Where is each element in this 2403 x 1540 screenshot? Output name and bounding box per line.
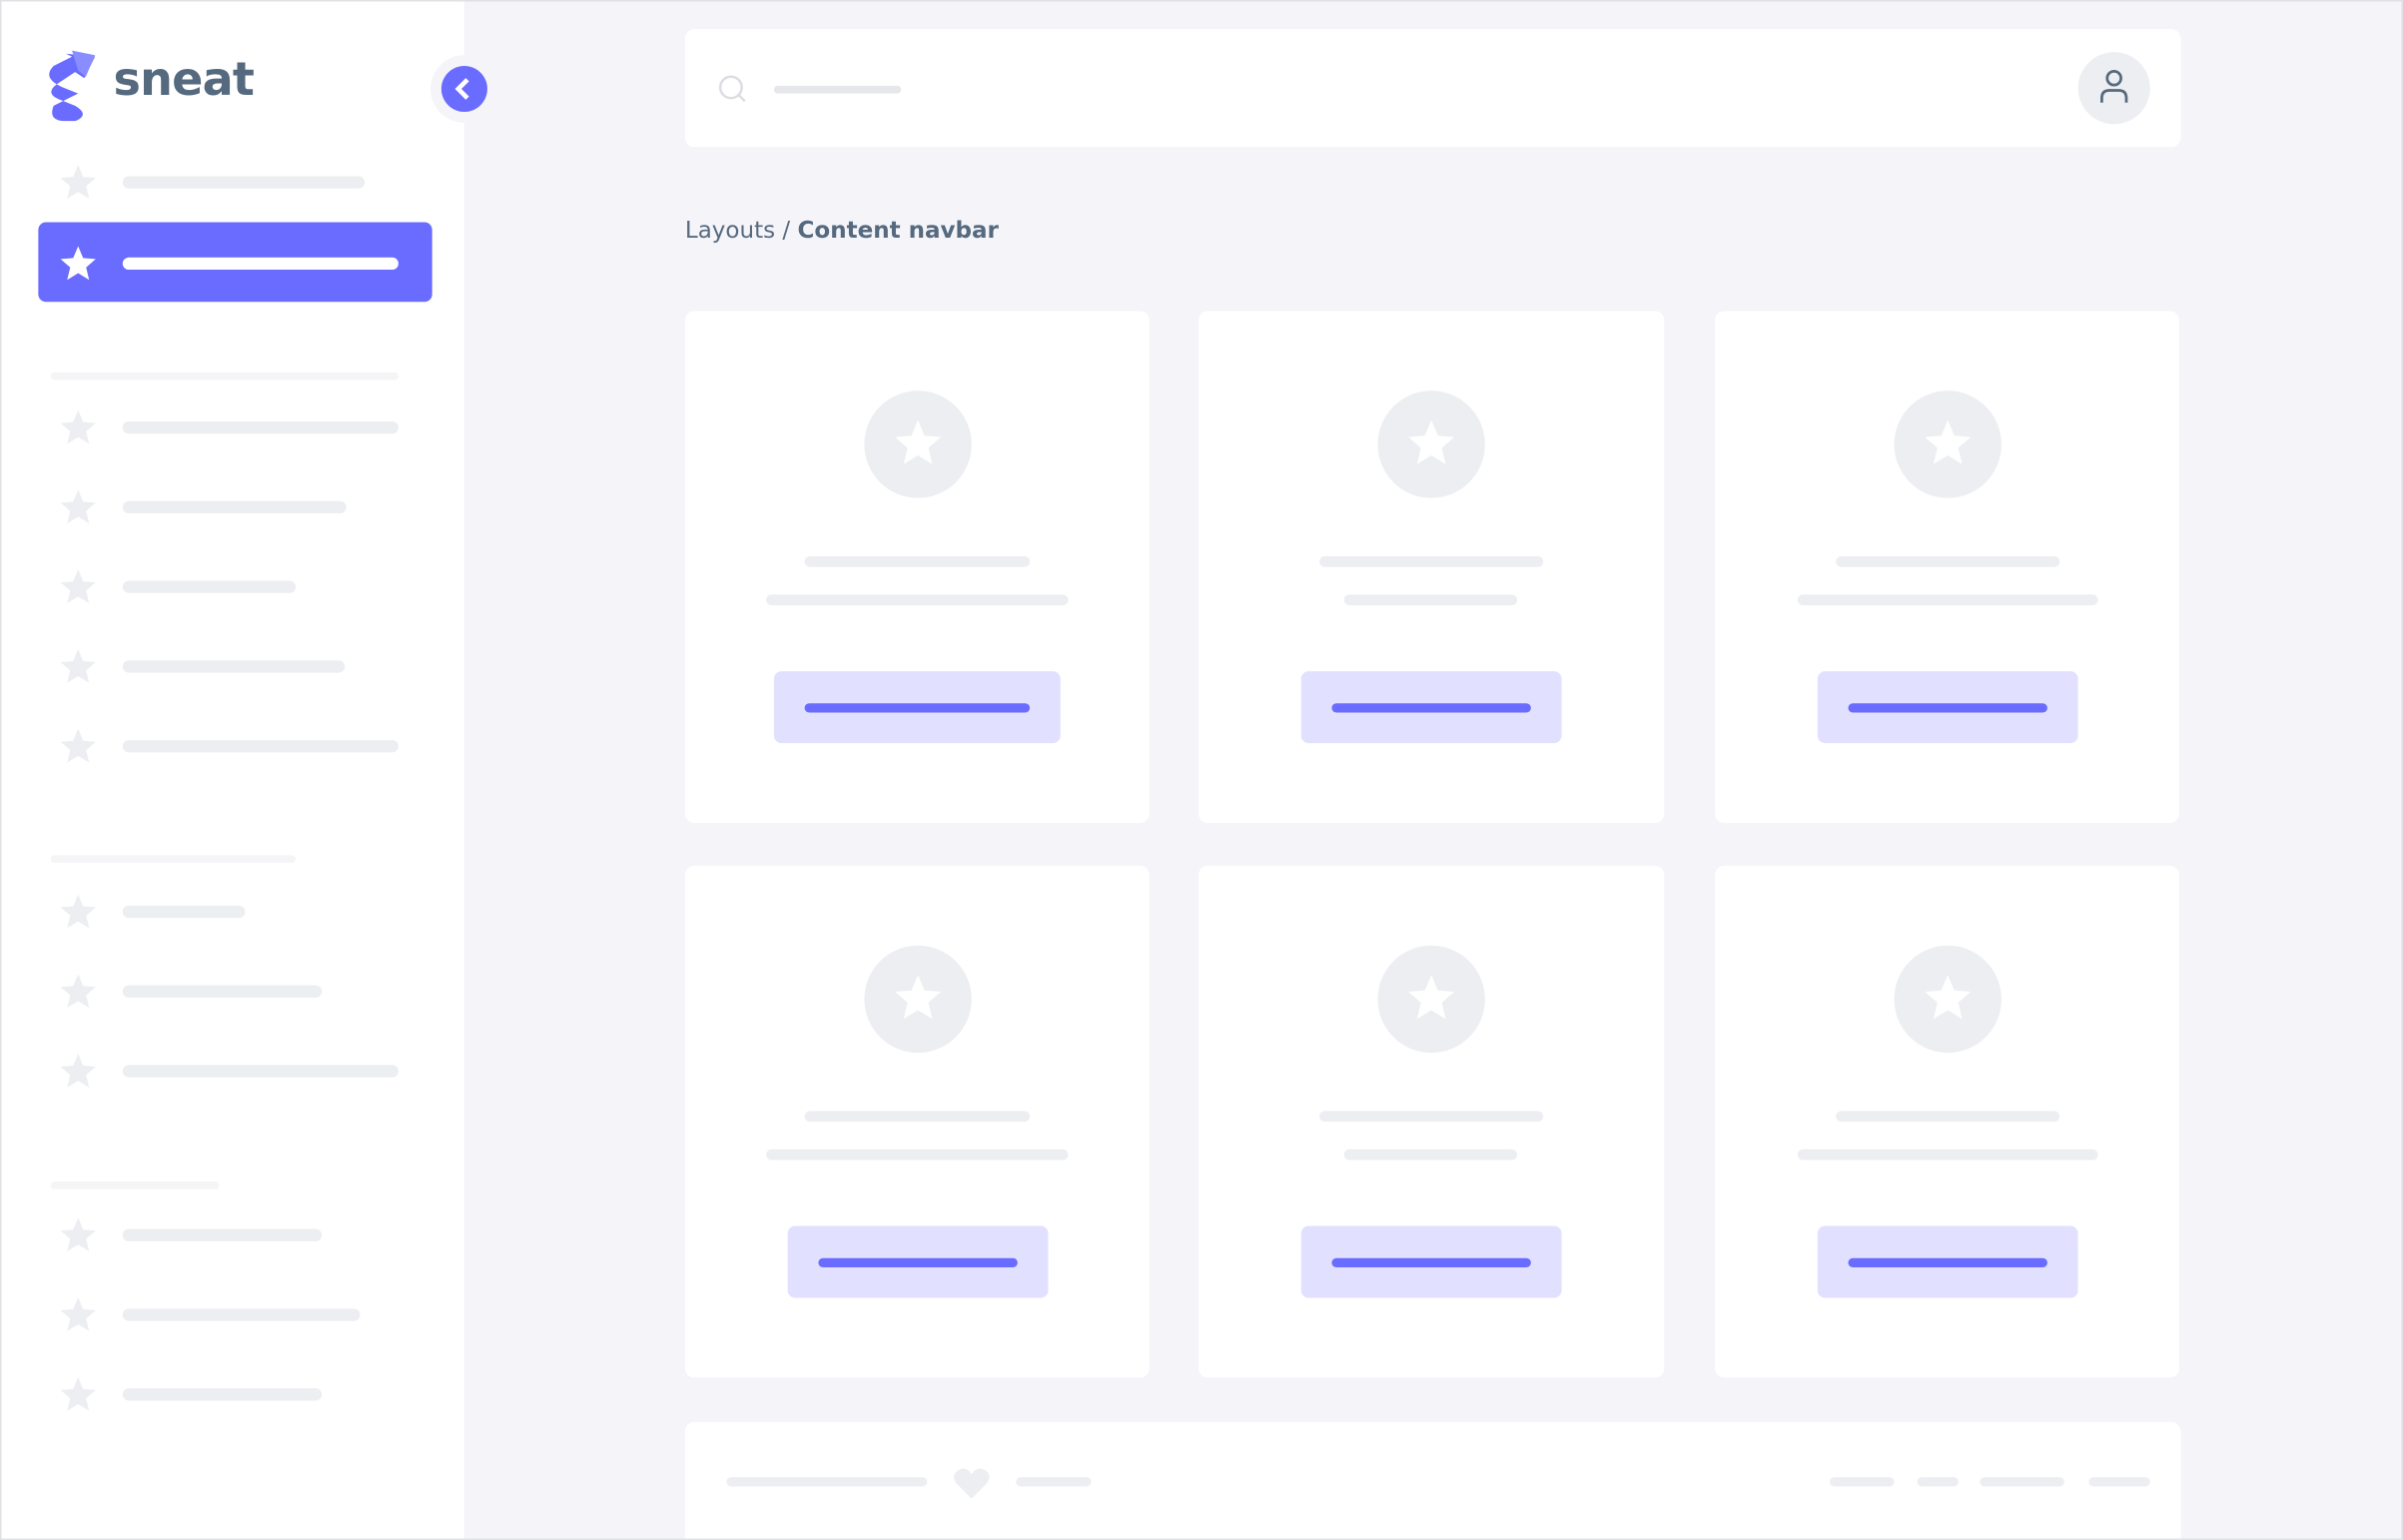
- content-card: [1198, 865, 1665, 1378]
- sidebar: sneat: [1, 1, 498, 1539]
- card-title-placeholder: [1319, 555, 1544, 567]
- star-icon: [60, 894, 96, 929]
- card-icon-circle: [1894, 390, 2002, 498]
- sidebar-item[interactable]: [122, 985, 323, 998]
- navbar: [684, 29, 2181, 148]
- card-icon-circle: [1377, 390, 1485, 498]
- card-title-placeholder: [804, 555, 1031, 567]
- star-icon: [60, 489, 96, 524]
- star-icon: [60, 1297, 96, 1331]
- card-text-placeholder: [766, 594, 1069, 606]
- footer-text-placeholder: [1016, 1477, 1092, 1487]
- footer: [684, 1421, 2181, 1539]
- card-text-placeholder: [766, 1149, 1069, 1160]
- card-button[interactable]: [1817, 671, 2078, 744]
- card-icon-circle: [1377, 945, 1485, 1054]
- card-button[interactable]: [1300, 671, 1562, 744]
- card-text-placeholder: [1797, 1149, 2098, 1160]
- card-title-placeholder: [1836, 555, 2060, 567]
- sidebar-item[interactable]: [122, 905, 246, 919]
- breadcrumb: Layouts / Content navbar: [685, 216, 999, 244]
- card-icon-circle: [863, 390, 972, 498]
- card-button[interactable]: [787, 1225, 1049, 1298]
- star-icon: [60, 728, 96, 763]
- star-icon: [1925, 419, 1972, 464]
- collapse-button[interactable]: [430, 55, 498, 123]
- sidebar-item[interactable]: [122, 1308, 361, 1321]
- star-icon: [60, 165, 96, 199]
- breadcrumb-separator: /: [775, 216, 798, 244]
- card-button[interactable]: [773, 671, 1061, 744]
- star-icon: [60, 1376, 96, 1411]
- star-icon: [1408, 419, 1455, 464]
- breadcrumb-current: Content navbar: [797, 216, 999, 244]
- sidebar-item[interactable]: [122, 500, 347, 514]
- card-text-placeholder: [1343, 594, 1518, 606]
- user-icon: [2100, 69, 2128, 103]
- card-title-placeholder: [1836, 1111, 2060, 1123]
- content-card: [1198, 311, 1665, 823]
- heart-icon: [954, 1468, 990, 1499]
- footer-link[interactable]: [1917, 1477, 1959, 1487]
- content-card: [684, 865, 1150, 1378]
- star-icon: [60, 569, 96, 603]
- card-title-placeholder: [1319, 1111, 1544, 1123]
- card-icon-circle: [1894, 945, 2002, 1054]
- star-icon: [60, 246, 96, 281]
- content-card: [684, 311, 1150, 823]
- sidebar-section-header: [50, 372, 399, 381]
- star-icon: [60, 409, 96, 444]
- user-avatar-button[interactable]: [2077, 52, 2150, 125]
- logo-text: sneat: [113, 53, 255, 108]
- star-icon: [60, 649, 96, 683]
- sidebar-item[interactable]: [122, 420, 399, 434]
- sidebar-item[interactable]: [122, 1228, 323, 1241]
- search-input[interactable]: [773, 85, 902, 94]
- star-icon: [1925, 975, 1972, 1020]
- card-text-placeholder: [1343, 1149, 1518, 1160]
- sidebar-item[interactable]: [122, 257, 399, 271]
- sidebar-section-header: [50, 1181, 220, 1189]
- star-icon: [60, 1217, 96, 1252]
- card-button[interactable]: [1817, 1225, 2078, 1298]
- sidebar-item[interactable]: [122, 176, 366, 189]
- footer-link[interactable]: [1830, 1477, 1895, 1487]
- sneat-logo-icon: [49, 50, 96, 122]
- footer-link[interactable]: [2088, 1477, 2150, 1487]
- star-icon: [1408, 975, 1455, 1020]
- search-icon[interactable]: [717, 74, 748, 105]
- card-button[interactable]: [1300, 1225, 1562, 1298]
- footer-text-placeholder: [726, 1477, 928, 1487]
- sidebar-item[interactable]: [122, 740, 399, 753]
- card-text-placeholder: [1797, 594, 2098, 606]
- content-card: [1714, 311, 2179, 823]
- star-icon: [894, 419, 941, 464]
- star-icon: [60, 974, 96, 1009]
- chevron-left-icon: [454, 78, 469, 100]
- star-icon: [60, 1054, 96, 1088]
- content-card: [1714, 865, 2179, 1378]
- sidebar-item[interactable]: [122, 1065, 399, 1078]
- sidebar-section-header: [50, 855, 297, 863]
- card-title-placeholder: [804, 1111, 1031, 1123]
- sidebar-item[interactable]: [122, 1388, 323, 1401]
- sidebar-item[interactable]: [122, 580, 297, 593]
- breadcrumb-parent[interactable]: Layouts: [684, 216, 776, 244]
- footer-link[interactable]: [1980, 1477, 2064, 1487]
- star-icon: [894, 975, 941, 1020]
- card-icon-circle: [863, 945, 972, 1054]
- sidebar-item[interactable]: [122, 660, 346, 673]
